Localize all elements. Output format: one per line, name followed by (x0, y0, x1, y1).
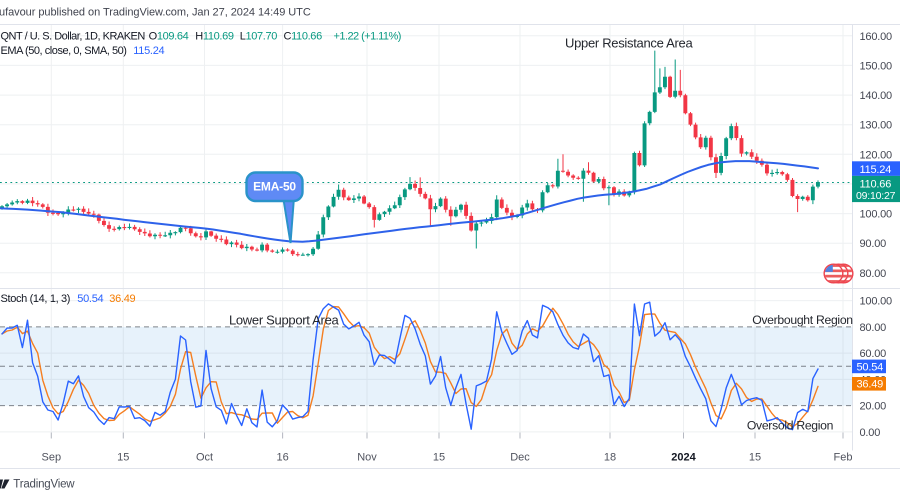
svg-text:18: 18 (604, 452, 616, 464)
svg-text:Oct: Oct (196, 452, 213, 464)
svg-text:Sep: Sep (42, 452, 62, 464)
svg-text:09:10:27: 09:10:27 (856, 190, 896, 202)
svg-text:130.00: 130.00 (860, 120, 893, 132)
svg-text:140.00: 140.00 (860, 90, 893, 102)
svg-text:Dec: Dec (510, 452, 530, 464)
svg-text:80.00: 80.00 (860, 322, 887, 334)
svg-text:110.66: 110.66 (860, 178, 892, 190)
svg-text:QNT / U. S. Dollar, 1D, KRAKEN: QNT / U. S. Dollar, 1D, KRAKEN (1, 31, 146, 43)
svg-text:Lower Support Area: Lower Support Area (229, 313, 340, 328)
svg-text:120.00: 120.00 (860, 149, 893, 161)
svg-text:TradingView: TradingView (13, 479, 75, 491)
svg-text:15: 15 (433, 452, 445, 464)
svg-text:ufavour published on TradingVi: ufavour published on TradingView.com, Ja… (0, 6, 311, 18)
svg-text:Oversold Region: Oversold Region (747, 419, 833, 433)
svg-text:Overbought Region: Overbought Region (752, 313, 853, 327)
svg-text:L107.70: L107.70 (240, 31, 278, 43)
svg-text:36.49: 36.49 (857, 379, 884, 391)
svg-text:Nov: Nov (357, 452, 377, 464)
svg-text:100.00: 100.00 (860, 296, 893, 308)
svg-text:50.54: 50.54 (77, 293, 103, 305)
svg-text:Stoch (14, 1, 3): Stoch (14, 1, 3) (1, 293, 71, 305)
svg-text:EMA-50: EMA-50 (253, 180, 296, 194)
svg-text:C110.66: C110.66 (284, 31, 323, 43)
svg-text:O109.64: O109.64 (149, 31, 189, 43)
svg-text:80.00: 80.00 (860, 268, 887, 280)
svg-text:16: 16 (276, 452, 288, 464)
svg-text:36.49: 36.49 (109, 293, 135, 305)
svg-text:20.00: 20.00 (860, 401, 887, 413)
svg-text:115.24: 115.24 (133, 45, 164, 57)
svg-text:60.00: 60.00 (860, 348, 887, 360)
svg-text:H110.69: H110.69 (195, 31, 234, 43)
svg-text:+1.22 (+1.11%): +1.22 (+1.11%) (334, 31, 401, 43)
svg-text:0.00: 0.00 (860, 427, 881, 439)
svg-text:160.00: 160.00 (860, 31, 893, 43)
svg-text:90.00: 90.00 (860, 238, 887, 250)
svg-text:15: 15 (749, 452, 761, 464)
svg-text:2024: 2024 (671, 452, 696, 464)
svg-text:EMA (50, close, 0, SMA, 50): EMA (50, close, 0, SMA, 50) (1, 45, 127, 57)
svg-text:15: 15 (117, 452, 129, 464)
svg-text:50.54: 50.54 (857, 361, 884, 373)
svg-text:150.00: 150.00 (860, 60, 893, 72)
svg-text:115.24: 115.24 (860, 164, 892, 176)
svg-text:Feb: Feb (834, 452, 853, 464)
svg-text:Upper Resistance Area: Upper Resistance Area (565, 35, 693, 50)
svg-text:100.00: 100.00 (860, 209, 893, 221)
